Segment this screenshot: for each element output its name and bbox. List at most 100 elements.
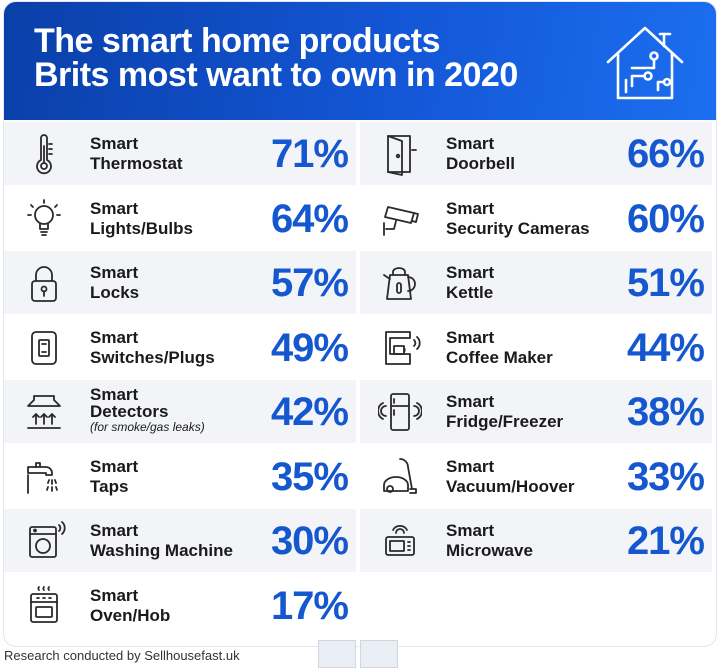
product-name-line-1: Smart <box>90 327 139 347</box>
product-name-line-1: Smart <box>446 521 495 540</box>
list-item: Smart Locks 57% <box>4 251 356 314</box>
percentage-value: 66% <box>626 132 705 176</box>
product-name-line-1: Smart <box>446 198 495 218</box>
product-name: Smart Microwave <box>446 521 626 561</box>
percentage-value: 42% <box>270 390 349 434</box>
percentage-value: 60% <box>626 196 705 241</box>
percentage-value: 57% <box>270 261 349 305</box>
list-item: Smart Oven/Hob 17% <box>4 573 356 636</box>
list-item: Smart Doorbell 66% <box>360 122 712 185</box>
list-item: Smart Kettle 51% <box>360 251 712 314</box>
product-name-line-2: Thermostat <box>90 154 183 173</box>
product-name: Smart Taps <box>90 457 270 497</box>
kettle-icon <box>378 261 422 305</box>
door-icon <box>378 132 422 176</box>
percentage-value: 38% <box>626 390 705 434</box>
product-name-line-1: Smart <box>90 585 139 605</box>
switch-icon <box>22 326 66 370</box>
product-note: (for smoke/gas leaks) <box>90 420 205 434</box>
product-name-line-1: Smart <box>90 385 139 404</box>
percentage-value: 71% <box>270 132 349 176</box>
product-name: Smart Detectors (for smoke/gas leaks) <box>90 386 270 434</box>
product-name-line-2: Switches/Plugs <box>90 347 215 367</box>
product-name-line-2: Security Cameras <box>446 218 590 238</box>
smoke-detector-icon <box>22 390 66 434</box>
coffee-maker-icon <box>378 326 422 370</box>
percentage-value: 33% <box>626 454 705 499</box>
list-item: Smart Thermostat 71% <box>4 122 356 185</box>
percentage-value: 35% <box>270 454 349 499</box>
product-name-line-1: Smart <box>90 456 139 476</box>
product-name-line-1: Smart <box>90 134 139 153</box>
percentage-value: 17% <box>270 583 349 628</box>
percentage-value: 21% <box>626 519 705 563</box>
microwave-icon <box>378 519 422 563</box>
fridge-icon <box>377 390 423 434</box>
header-banner: The smart home products Brits most want … <box>4 2 716 120</box>
product-name-line-1: Smart <box>446 134 495 153</box>
vacuum-icon <box>378 455 422 499</box>
product-name-line-2: Fridge/Freezer <box>446 412 564 431</box>
product-name-line-1: Smart <box>446 392 495 411</box>
product-name-line-2: Lights/Bulbs <box>90 218 193 238</box>
product-name: Smart Kettle <box>446 263 626 303</box>
title-line-2: Brits most want to own in 2020 <box>34 56 518 94</box>
product-name: Smart Thermostat <box>90 134 270 174</box>
percentage-value: 64% <box>270 196 349 241</box>
list-item: Smart Microwave 21% <box>360 509 712 572</box>
list-item: Smart Coffee Maker 44% <box>360 315 712 378</box>
tap-icon <box>22 455 66 499</box>
product-name-line-2: Coffee Maker <box>446 347 553 367</box>
list-item: Smart Security Cameras 60% <box>360 186 712 249</box>
product-name-line-2: Microwave <box>446 541 533 560</box>
list-item: Smart Washing Machine 30% <box>4 509 356 572</box>
washing-machine-icon <box>22 519 66 563</box>
percentage-value: 51% <box>626 261 705 305</box>
percentage-value: 49% <box>270 325 349 370</box>
product-name-line-2: Taps <box>90 476 129 496</box>
list-item: Smart Taps 35% <box>4 444 356 507</box>
product-name: Smart Oven/Hob <box>90 586 270 626</box>
list-item: Smart Fridge/Freezer 38% <box>360 380 712 443</box>
smart-house-icon <box>602 20 688 104</box>
product-name-line-2: Detectors <box>90 402 169 421</box>
source-footer: Research conducted by Sellhousefast.uk <box>4 648 240 663</box>
percentage-value: 44% <box>626 325 705 370</box>
thumbnail-image <box>318 640 356 668</box>
product-name-line-1: Smart <box>446 263 495 282</box>
product-name: Smart Locks <box>90 263 270 303</box>
security-camera-icon <box>378 197 422 241</box>
right-column: Smart Doorbell 66% Smart Security Cameras 60%… <box>360 122 712 574</box>
product-name-line-1: Smart <box>90 263 139 282</box>
product-name: Smart Fridge/Freezer <box>446 392 626 432</box>
percentage-value: 30% <box>270 519 349 563</box>
product-name-line-1: Smart <box>446 456 495 476</box>
list-item: Smart Vacuum/Hoover 33% <box>360 444 712 507</box>
page-title: The smart home products Brits most want … <box>34 24 594 92</box>
product-name: Smart Security Cameras <box>446 199 626 239</box>
product-name-line-1: Smart <box>90 521 139 540</box>
title-line-1: The smart home products <box>34 22 441 60</box>
product-name-line-2: Locks <box>90 283 140 302</box>
product-name: Smart Doorbell <box>446 134 626 174</box>
thumbnail-image <box>360 640 398 668</box>
list-item: Smart Switches/Plugs 49% <box>4 315 356 378</box>
product-name: Smart Lights/Bulbs <box>90 199 270 239</box>
list-item: Smart Detectors (for smoke/gas leaks) 42% <box>4 380 356 443</box>
product-name-line-1: Smart <box>446 327 495 347</box>
infographic-card: The smart home products Brits most want … <box>4 2 716 646</box>
product-name: Smart Washing Machine <box>90 521 270 561</box>
product-name-line-1: Smart <box>90 198 139 218</box>
product-name-line-2: Vacuum/Hoover <box>446 476 575 496</box>
product-name-line-2: Oven/Hob <box>90 605 171 625</box>
product-name-line-2: Kettle <box>446 283 494 302</box>
light-bulb-icon <box>22 197 66 241</box>
padlock-icon <box>22 261 66 305</box>
product-name: Smart Switches/Plugs <box>90 328 270 368</box>
product-name-line-2: Doorbell <box>446 154 515 173</box>
products-table: Smart Thermostat 71% Smart Lights/Bulbs 64% Sm… <box>4 122 716 642</box>
oven-icon <box>22 584 66 628</box>
product-name: Smart Coffee Maker <box>446 328 626 368</box>
product-name-line-2: Washing Machine <box>90 541 233 560</box>
thermometer-icon <box>22 132 66 176</box>
